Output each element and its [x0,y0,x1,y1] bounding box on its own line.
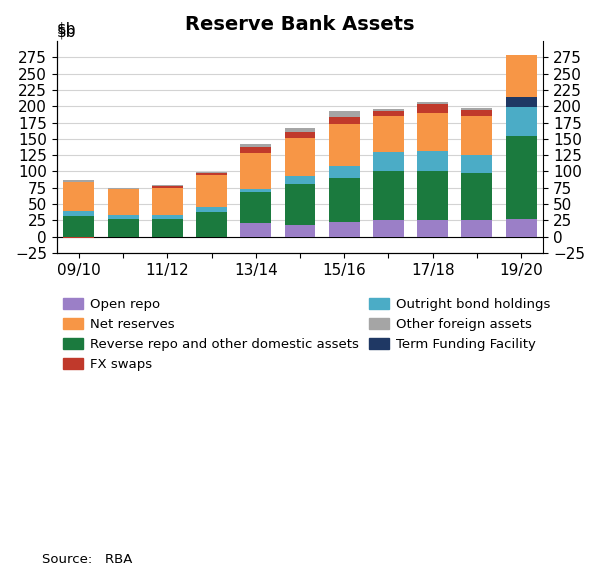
Bar [196,174,227,175]
Bar [240,144,271,147]
Bar [284,131,316,138]
Bar [107,215,139,219]
Text: Source:   RBA: Source: RBA [42,553,133,566]
Bar [373,171,404,220]
Bar [329,117,360,124]
Bar [64,180,94,183]
Bar [461,220,493,237]
Bar [284,129,316,131]
Bar [506,219,536,237]
Bar [284,176,316,184]
Bar [152,185,183,187]
Bar [417,104,448,113]
Bar [240,224,271,237]
Bar [64,216,94,237]
Bar [196,172,227,174]
Bar [329,222,360,237]
Bar [506,107,536,136]
Bar [196,175,227,207]
Bar [284,184,316,225]
Bar [417,220,448,237]
Bar [461,116,493,155]
Title: Reserve Bank Assets: Reserve Bank Assets [185,15,415,34]
Bar [329,178,360,222]
Bar [373,111,404,116]
Bar [152,215,183,219]
Bar [461,108,493,109]
Bar [196,207,227,212]
Bar [240,192,271,224]
Bar [329,124,360,166]
Bar [196,212,227,237]
Bar [417,151,448,171]
Bar [107,219,139,237]
Text: $b: $b [57,25,76,40]
Bar [107,188,139,189]
Bar [461,109,493,116]
Bar [64,237,94,238]
Text: $b: $b [57,22,76,37]
Bar [506,55,536,97]
Bar [329,112,360,117]
Bar [417,171,448,220]
Bar [152,187,183,188]
Bar [373,116,404,152]
Bar [373,109,404,111]
Bar [284,138,316,176]
Bar [461,174,493,220]
Bar [240,153,271,189]
Bar [284,225,316,237]
Bar [373,152,404,171]
Bar [506,136,536,219]
Bar [461,155,493,174]
Bar [417,102,448,104]
Bar [64,211,94,216]
Bar [417,113,448,151]
Bar [373,220,404,237]
Legend: Open repo, Net reserves, Reverse repo and other domestic assets, FX swaps, Outri: Open repo, Net reserves, Reverse repo an… [64,298,550,371]
Bar [329,166,360,178]
Bar [506,97,536,107]
Bar [240,147,271,153]
Bar [64,183,94,211]
Bar [152,188,183,215]
Bar [107,189,139,215]
Bar [152,219,183,237]
Bar [240,189,271,192]
